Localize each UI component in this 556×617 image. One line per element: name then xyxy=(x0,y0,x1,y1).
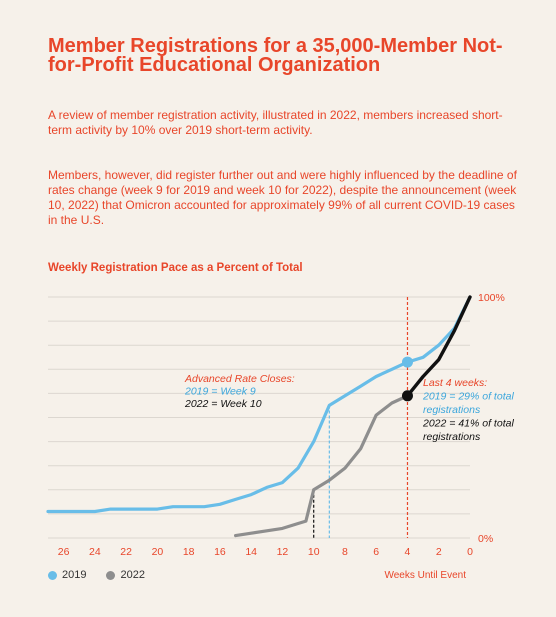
x-tick-label: 12 xyxy=(277,546,289,558)
x-tick-label: 6 xyxy=(373,546,379,558)
legend-item-2022: 2022 xyxy=(106,569,145,581)
marker-2019-week-4 xyxy=(401,356,413,368)
legend-swatch-2022 xyxy=(106,570,116,580)
x-tick-label: 20 xyxy=(152,546,164,558)
legend-swatch-2019 xyxy=(48,570,57,580)
x-tick-label: 8 xyxy=(342,546,348,558)
chart-legend: 2019 2022 xyxy=(48,569,165,581)
x-tick-label: 18 xyxy=(183,546,195,558)
detail-paragraph: Members, however, did register further o… xyxy=(48,168,517,227)
chart-main-title: Member Registrations for a 35,000-Member… xyxy=(48,35,503,76)
y-tick-label: 0% xyxy=(478,533,493,545)
series-line-2019 xyxy=(46,295,472,514)
intro-paragraph: A review of member registration activity… xyxy=(48,108,503,137)
annotation-1-line: 2022 = Week 10 xyxy=(184,398,262,410)
x-tick-label: 24 xyxy=(89,546,101,558)
x-tick-label: 26 xyxy=(58,546,70,558)
chart-subtitle: Weekly Registration Pace as a Percent of… xyxy=(48,262,303,274)
x-tick-label: 2 xyxy=(436,546,442,558)
x-axis-title: Weeks Until Event xyxy=(384,570,466,581)
annotation-2-line: registrations xyxy=(423,431,481,443)
series-line-2022 xyxy=(234,394,410,538)
x-tick-label: 14 xyxy=(245,546,257,558)
annotation-2-line: Last 4 weeks: xyxy=(423,377,487,389)
series-line-2022-last-4-weeks xyxy=(405,295,472,398)
x-tick-label: 22 xyxy=(120,546,132,558)
annotation-1-line: 2019 = Week 9 xyxy=(184,386,256,398)
legend-label-2019: 2019 xyxy=(62,569,87,581)
annotation-1-line: Advanced Rate Closes: xyxy=(184,373,295,385)
x-tick-label: 16 xyxy=(214,546,226,558)
annotation-2-line: 2019 = 29% of total xyxy=(422,391,514,403)
annotation-2-line: registrations xyxy=(423,404,481,416)
legend-item-2019: 2019 xyxy=(48,569,86,581)
marker-2022-week-4 xyxy=(401,390,413,402)
x-tick-label: 4 xyxy=(405,546,411,558)
annotation-2-line: 2022 = 41% of total xyxy=(422,418,514,430)
y-tick-label: 100% xyxy=(478,292,505,304)
x-tick-label: 0 xyxy=(467,546,473,558)
x-tick-label: 10 xyxy=(308,546,320,558)
legend-label-2022: 2022 xyxy=(120,569,145,581)
